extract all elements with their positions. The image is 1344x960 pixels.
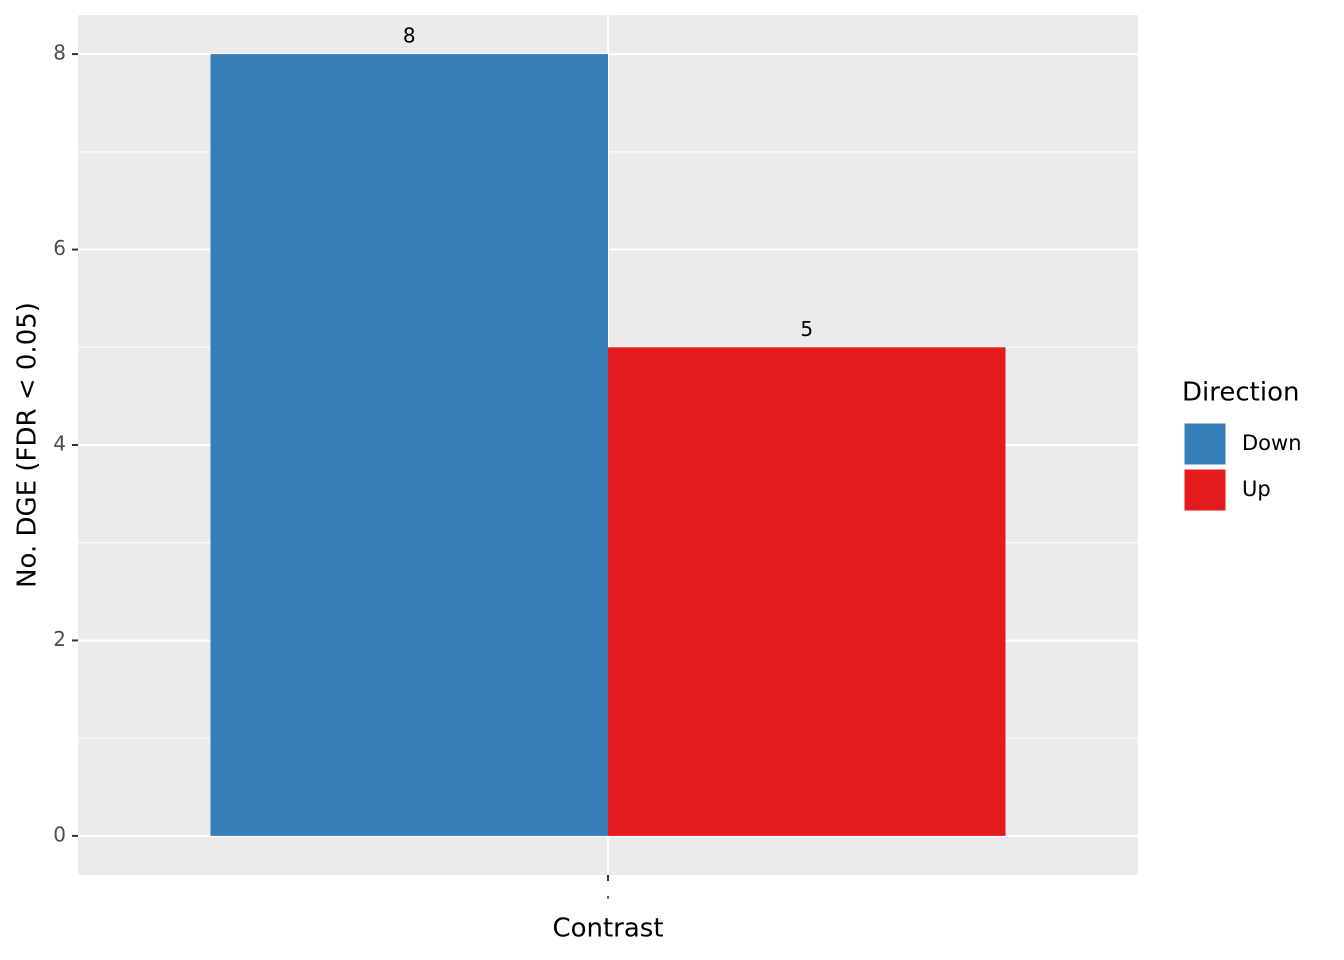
x-tick-label: . — [605, 880, 611, 904]
y-tick-label: 0 — [53, 822, 66, 846]
legend-title: Direction — [1182, 378, 1299, 408]
legend-label: Up — [1242, 477, 1271, 501]
y-tick-label: 8 — [53, 41, 66, 65]
x-axis-title: Contrast — [552, 914, 663, 944]
y-tick-label: 4 — [53, 432, 66, 456]
value-label: 8 — [403, 24, 416, 48]
y-tick-label: 2 — [53, 627, 66, 651]
bar — [608, 347, 1006, 836]
y-tick-label: 6 — [53, 236, 66, 260]
legend-label: Down — [1242, 431, 1302, 455]
bar — [210, 54, 608, 836]
y-axis-title: No. DGE (FDR < 0.05) — [13, 302, 43, 588]
legend-key — [1183, 422, 1227, 466]
value-label: 5 — [800, 317, 813, 341]
legend-key — [1183, 468, 1227, 512]
